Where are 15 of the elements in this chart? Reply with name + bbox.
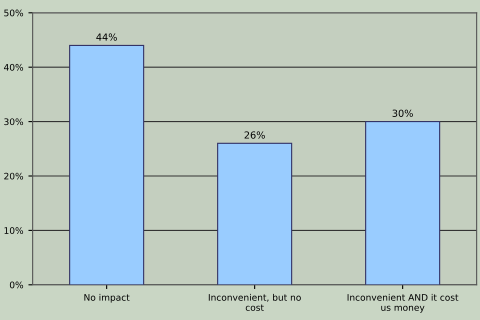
y-tick-label: 30% (4, 118, 24, 126)
y-tick-label: 40% (4, 64, 24, 71)
x-tick-label: Inconvenient, but no cost (208, 294, 301, 311)
y-tick-label: 50% (4, 10, 24, 16)
bar (69, 44, 144, 285)
data-label: 26% (244, 131, 265, 139)
y-tick-label: 10% (4, 227, 24, 234)
bar (217, 142, 292, 285)
y-tick-label: 20% (4, 172, 24, 180)
y-tick-label: 0% (10, 282, 24, 288)
x-tick-label: Inconvenient AND it cost us money (348, 294, 458, 313)
data-label: 30% (392, 110, 413, 117)
data-label: 44% (96, 33, 117, 41)
bar (365, 121, 440, 285)
x-tick-label: No impact (84, 294, 130, 303)
